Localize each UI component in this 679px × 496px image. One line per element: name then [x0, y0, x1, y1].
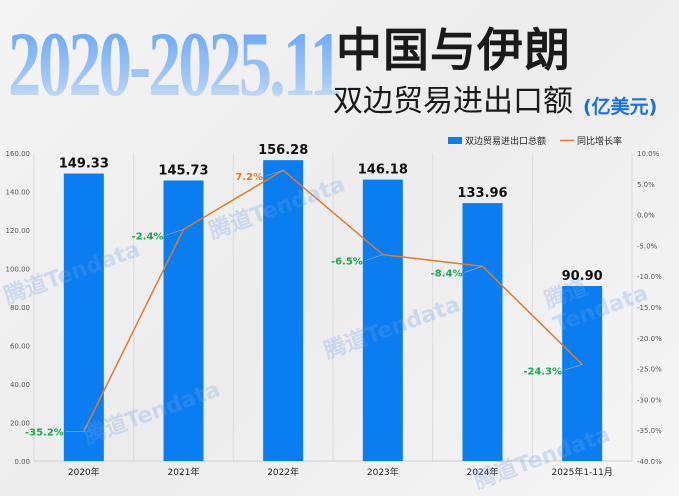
bar	[63, 173, 104, 462]
label-leader-line	[464, 266, 483, 273]
y-right-tick-label: 5.0%	[637, 181, 655, 189]
bar-value-label: 145.73	[158, 163, 208, 178]
y-right-tick-label: -5.0%	[637, 242, 658, 250]
x-tick-label: 2025年1-11月	[551, 466, 612, 478]
legend-bar-label: 双边贸易进出口总额	[465, 135, 546, 147]
bar	[362, 179, 403, 461]
chart-title: 中国与伊朗	[336, 23, 571, 77]
y-right-tick-label: -35.0%	[637, 427, 662, 435]
growth-rate-label: -2.4%	[132, 231, 164, 242]
bar	[263, 160, 304, 461]
y-right-tick-label: -25.0%	[637, 366, 662, 374]
growth-rate-label: -6.5%	[331, 257, 363, 268]
x-tick-label: 2024年	[467, 466, 499, 478]
growth-rate-label: -24.3%	[523, 366, 562, 377]
growth-rate-line	[83, 169, 583, 432]
chart-subtitle: 双边贸易进出口额	[333, 84, 573, 119]
y-right-tick-label: 10.0%	[637, 150, 660, 158]
y-left-tick-label: 140.00	[6, 189, 31, 197]
x-tick-label: 2020年	[68, 466, 100, 478]
growth-rate-label: 7.2%	[235, 172, 263, 183]
bar	[462, 203, 503, 461]
y-left-tick-label: 100.00	[6, 266, 31, 274]
y-left-tick-label: 60.00	[10, 343, 30, 351]
bar-value-label: 133.96	[457, 186, 507, 201]
bar-value-label: 146.18	[358, 163, 408, 178]
y-left-tick-label: 0.00	[14, 458, 30, 466]
bar-value-label: 156.28	[258, 143, 308, 158]
legend-line-label: 同比增长率	[577, 135, 622, 147]
y-left-tick-label: 20.00	[10, 420, 30, 428]
label-leader-line	[364, 254, 383, 261]
y-right-tick-label: -15.0%	[637, 304, 662, 312]
label-leader-line	[265, 169, 284, 177]
growth-rate-label: -8.4%	[431, 268, 463, 279]
bar-value-label: 149.33	[59, 157, 109, 172]
growth-rate-label: -35.2%	[25, 427, 64, 438]
y-right-tick-label: -10.0%	[637, 273, 662, 281]
y-left-tick-label: 80.00	[10, 304, 30, 312]
bar	[562, 286, 603, 461]
x-tick-label: 2023年	[367, 466, 399, 478]
y-left-tick-label: 40.00	[10, 381, 30, 389]
x-tick-label: 2022年	[267, 466, 299, 478]
y-right-tick-label: -30.0%	[637, 396, 662, 404]
bar	[163, 180, 204, 461]
legend-bar-swatch	[448, 137, 462, 144]
y-right-tick-label: -40.0%	[637, 458, 662, 466]
y-right-tick-label: 0.0%	[637, 212, 655, 220]
label-leader-line	[564, 364, 583, 371]
y-left-tick-label: 120.00	[6, 227, 31, 235]
y-left-tick-label: 160.00	[6, 150, 31, 158]
bar-value-label: 90.90	[562, 269, 603, 284]
x-tick-label: 2021年	[168, 466, 200, 478]
unit-label: (亿美元)	[583, 96, 658, 118]
y-right-tick-label: -20.0%	[637, 335, 662, 343]
year-range-title: 2020-2025.11	[8, 13, 342, 115]
label-leader-line	[165, 229, 184, 236]
